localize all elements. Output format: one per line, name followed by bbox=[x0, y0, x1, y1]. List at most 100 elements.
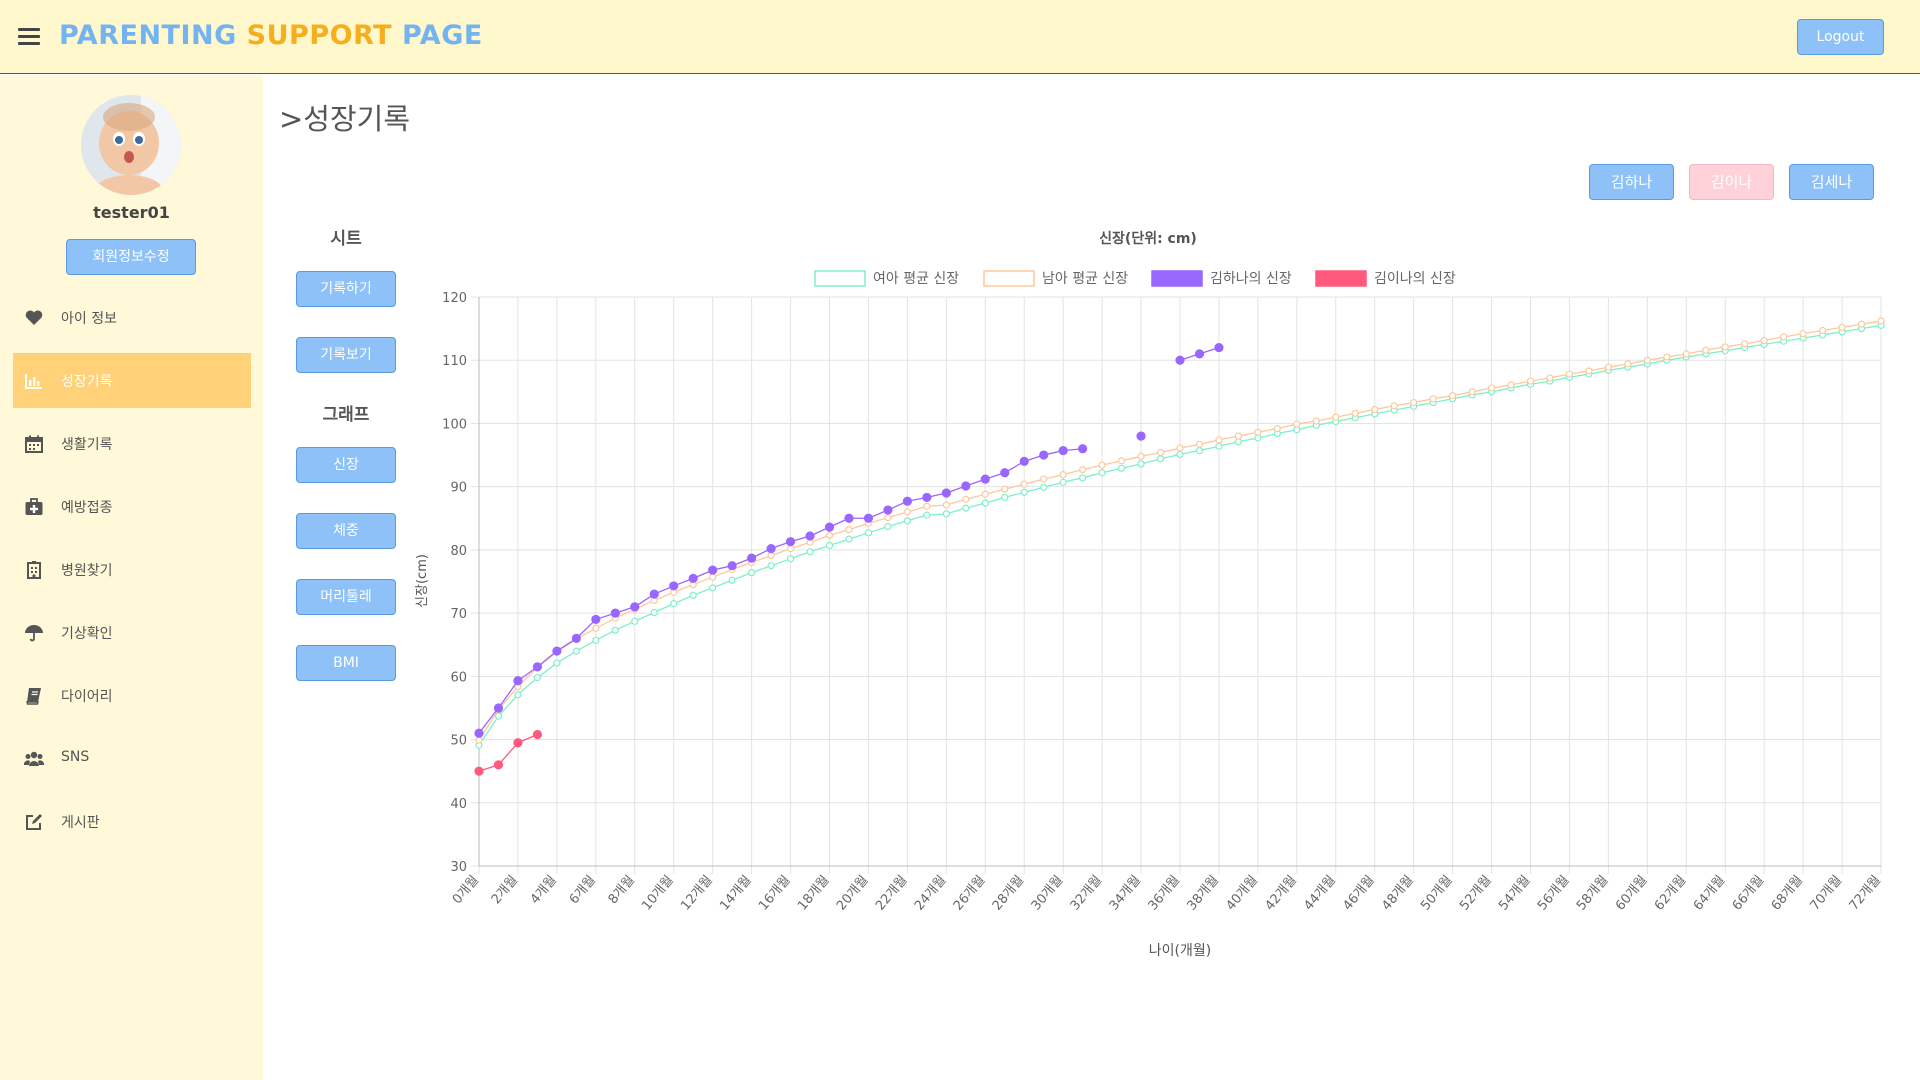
data-point bbox=[845, 535, 853, 543]
data-point bbox=[1526, 377, 1535, 385]
child-button-2[interactable]: 김이나 bbox=[1689, 164, 1774, 200]
data-point bbox=[1312, 417, 1320, 425]
x-tick-label: 2개월 bbox=[489, 873, 521, 907]
data-point bbox=[785, 537, 796, 547]
data-point bbox=[1079, 465, 1087, 474]
chart-axes: 30 40 50 60 70 80 90 100 110 120 0개월 2개월 4개월 6개월 8개월 10… bbox=[442, 291, 1884, 914]
y-tick-label: 120 bbox=[442, 291, 467, 306]
series-line-segment bbox=[576, 639, 597, 652]
data-point bbox=[1546, 374, 1554, 382]
data-point bbox=[591, 614, 601, 625]
sidebar-item-label: 게시판 bbox=[61, 815, 100, 831]
data-point bbox=[513, 676, 523, 686]
umbrella-icon bbox=[25, 625, 43, 642]
sidebar-item-sns[interactable]: SNS bbox=[13, 731, 251, 786]
series-line-segment bbox=[556, 650, 577, 664]
x-tick-label: 72개월 bbox=[1847, 873, 1885, 914]
y-tick-label: 40 bbox=[450, 797, 467, 812]
graph-heading: 그래프 bbox=[322, 405, 370, 425]
menu-icon[interactable] bbox=[18, 28, 40, 46]
data-point bbox=[903, 517, 911, 525]
record-write-button[interactable]: 기록하기 bbox=[296, 271, 396, 307]
data-point bbox=[1040, 483, 1048, 491]
data-point bbox=[708, 565, 718, 575]
series-line-segment bbox=[595, 629, 616, 641]
edit-profile-button[interactable]: 회원정보수정 bbox=[66, 239, 196, 275]
data-point bbox=[1624, 360, 1632, 368]
data-point bbox=[649, 589, 659, 599]
graph-head-circumference-button[interactable]: 머리둘레 bbox=[296, 579, 396, 615]
series-line-segment bbox=[478, 707, 499, 734]
logout-button[interactable]: Logout bbox=[1797, 19, 1884, 55]
data-point bbox=[513, 738, 523, 748]
sidebar-item-growth-record[interactable]: 성장기록 bbox=[13, 353, 251, 408]
y-tick-label: 90 bbox=[450, 481, 467, 496]
y-tick-label: 50 bbox=[450, 734, 467, 749]
data-point bbox=[571, 633, 581, 644]
data-point bbox=[669, 581, 679, 591]
data-point bbox=[923, 511, 931, 519]
data-point bbox=[1039, 450, 1049, 460]
data-point bbox=[748, 569, 756, 577]
sidebar-item-weather[interactable]: 기상확인 bbox=[13, 605, 251, 660]
data-point bbox=[1194, 349, 1205, 359]
sidebar-item-find-hospital[interactable]: 병원찾기 bbox=[13, 542, 251, 597]
data-point bbox=[923, 502, 931, 510]
calendar-icon bbox=[25, 435, 43, 453]
data-point bbox=[727, 561, 737, 571]
sidebar-item-vaccination[interactable]: 예방접종 bbox=[13, 479, 251, 534]
x-tick-label: 46개월 bbox=[1340, 873, 1378, 914]
sheet-heading: 시트 bbox=[330, 229, 362, 249]
data-point bbox=[1760, 337, 1768, 345]
data-point bbox=[1390, 402, 1398, 410]
data-point bbox=[1332, 413, 1340, 421]
data-point bbox=[1799, 330, 1807, 338]
data-point bbox=[1019, 456, 1029, 466]
x-tick-label: 18개월 bbox=[795, 873, 833, 914]
chart-title: 신장(단위: cm) bbox=[1099, 230, 1197, 247]
graph-height-button[interactable]: 신장 bbox=[296, 447, 396, 483]
data-point bbox=[592, 636, 600, 644]
child-button-3[interactable]: 김세나 bbox=[1789, 164, 1874, 200]
sidebar-item-child-info[interactable]: 아이 정보 bbox=[13, 290, 251, 345]
data-point bbox=[709, 573, 717, 581]
data-point bbox=[709, 584, 717, 592]
sidebar-item-label: 병원찾기 bbox=[61, 563, 113, 579]
data-point bbox=[1137, 460, 1145, 468]
data-point bbox=[1214, 342, 1224, 353]
data-point bbox=[1059, 471, 1067, 479]
series-line-segment bbox=[497, 680, 519, 709]
child-button-1[interactable]: 김하나 bbox=[1589, 164, 1674, 200]
data-point bbox=[864, 529, 873, 537]
x-axis-label: 나이(개월) bbox=[1149, 943, 1211, 959]
series-2 bbox=[475, 317, 1885, 744]
legend-label: 김하나의 신장 bbox=[1210, 271, 1292, 287]
data-point bbox=[630, 602, 640, 612]
graph-weight-button[interactable]: 체중 bbox=[296, 513, 396, 549]
data-point bbox=[1741, 340, 1749, 348]
graph-bmi-button[interactable]: BMI bbox=[296, 645, 396, 681]
data-point bbox=[980, 474, 990, 484]
data-point bbox=[942, 510, 950, 518]
data-point bbox=[552, 646, 562, 656]
brand-title[interactable]: PARENTING SUPPORT PAGE bbox=[59, 20, 483, 51]
series-line-segment bbox=[497, 694, 519, 717]
sidebar-item-diary[interactable]: 다이어리 bbox=[13, 668, 251, 723]
x-tick-label: 36개월 bbox=[1146, 873, 1184, 914]
sidebar-item-life-record[interactable]: 생활기록 bbox=[13, 416, 251, 471]
data-point bbox=[1175, 355, 1185, 365]
data-point bbox=[981, 490, 989, 498]
data-point bbox=[1156, 455, 1165, 463]
x-tick-label: 68개월 bbox=[1769, 873, 1807, 914]
data-point bbox=[1351, 409, 1359, 417]
data-point bbox=[1410, 398, 1418, 407]
x-tick-label: 14개월 bbox=[717, 873, 755, 914]
data-point bbox=[670, 600, 678, 608]
sidebar-item-board[interactable]: 게시판 bbox=[13, 794, 251, 849]
data-point bbox=[805, 531, 815, 541]
data-point bbox=[1663, 353, 1671, 361]
legend-swatch bbox=[983, 270, 1035, 287]
data-point bbox=[1702, 346, 1710, 354]
data-point bbox=[1098, 461, 1106, 469]
record-view-button[interactable]: 기록보기 bbox=[296, 337, 396, 373]
